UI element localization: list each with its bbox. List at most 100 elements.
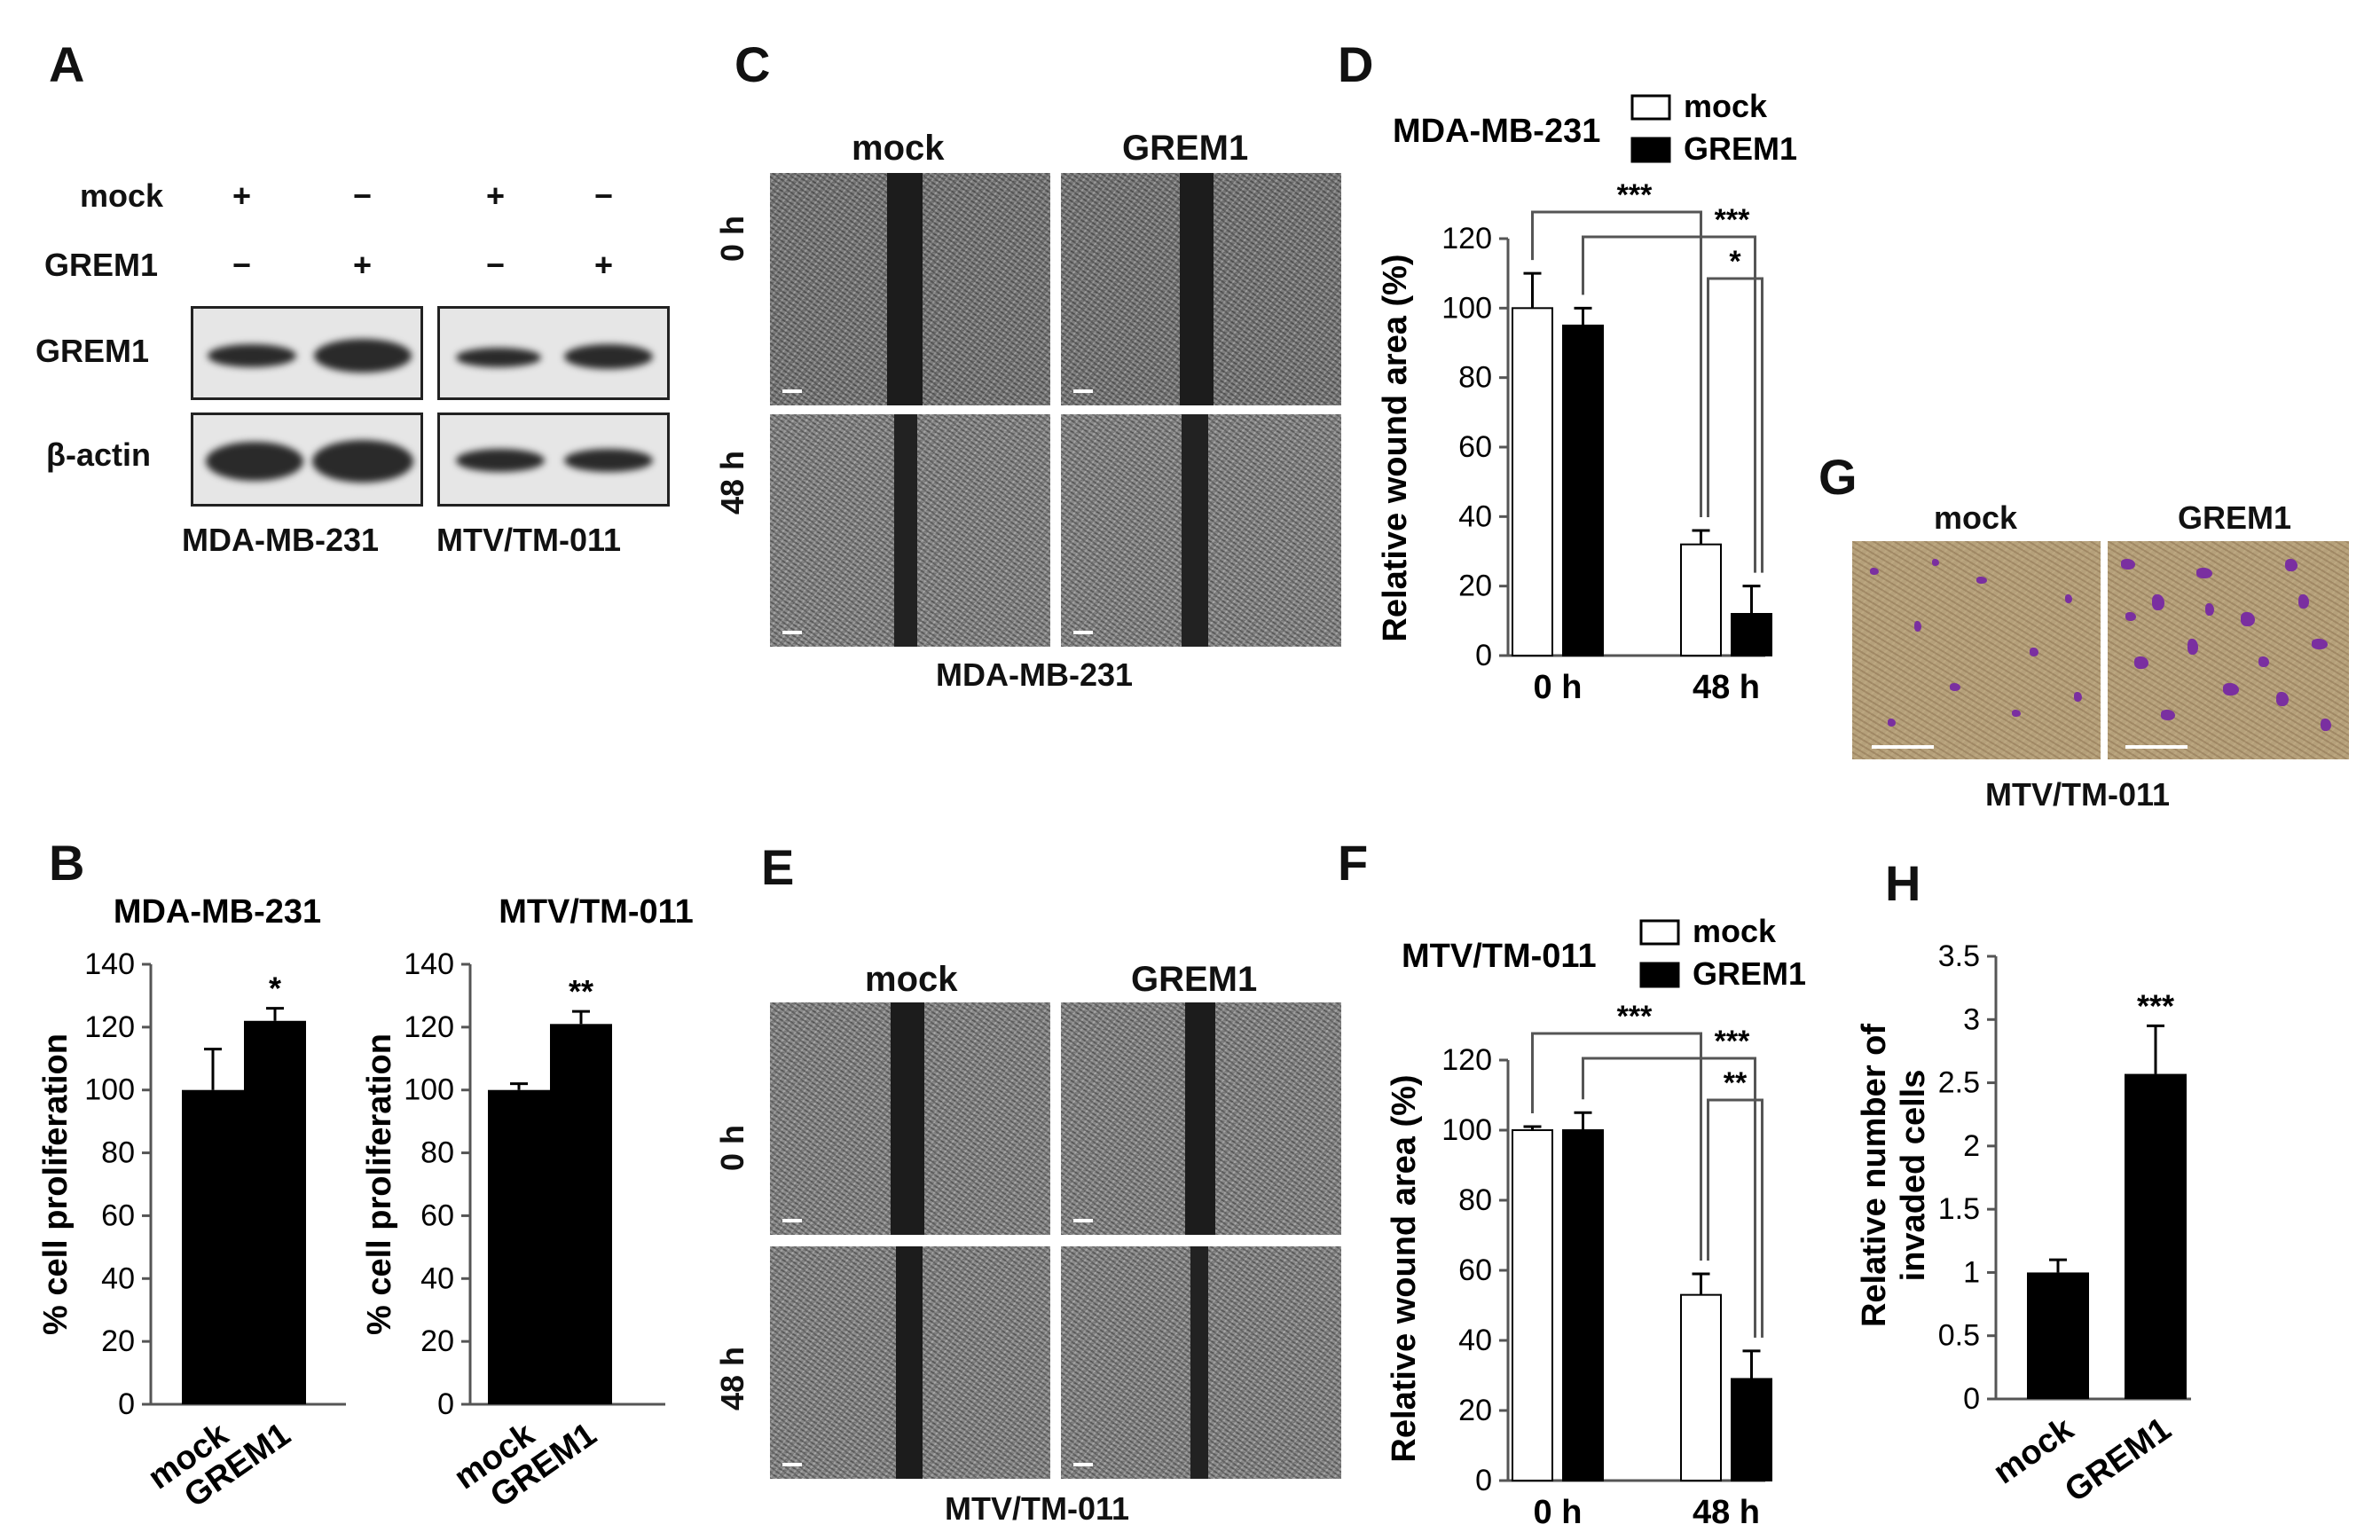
cell-line-label-mtv: MTV/TM-011	[436, 522, 622, 558]
scratch-image-grem1-48h	[1061, 414, 1341, 647]
sign-grem1-2: +	[353, 247, 373, 283]
y-tick-label: 3	[1963, 1002, 1980, 1036]
y-axis-label: Relative wound area (%)	[1377, 254, 1414, 641]
legend-label-mock: mock	[1693, 913, 1777, 949]
y-tick-label: 80	[101, 1136, 135, 1170]
row-label-mock: mock	[80, 177, 164, 214]
y-tick-label: 120	[84, 1010, 135, 1044]
significance-bracket	[1707, 277, 1763, 573]
y-tick-label: 120	[1441, 222, 1492, 255]
y-tick-label: 120	[1441, 1043, 1492, 1077]
bar-mock-1	[1680, 1293, 1722, 1482]
invasion-image-grem1	[2108, 541, 2349, 759]
legend-label-mock: mock	[1684, 88, 1768, 124]
western-blot-grem1-mtv	[437, 306, 670, 400]
y-tick-label: 1.5	[1938, 1192, 1980, 1226]
y-tick-label: 80	[1458, 1183, 1492, 1217]
y-tick-label: 60	[101, 1198, 135, 1232]
legend-swatch-grem1	[1639, 962, 1680, 988]
panel-label-e: E	[761, 839, 795, 895]
scratch-image-grem1-0h	[1061, 173, 1341, 405]
y-tick-label: 40	[420, 1261, 454, 1295]
y-tick-label: 0	[1963, 1382, 1980, 1416]
sign-grem1-1: −	[232, 247, 252, 283]
chart-title: MTV/TM-011	[499, 893, 694, 931]
chart-title: MTV/TM-011	[1402, 938, 1597, 975]
legend-swatch-mock	[1639, 919, 1680, 946]
invasion-image-mock	[1852, 541, 2101, 759]
sign-mock-3: +	[486, 177, 506, 214]
legend-label-grem1: GREM1	[1684, 130, 1797, 167]
caption-mtv-e: MTV/TM-011	[945, 1490, 1130, 1527]
bar-grem1-0	[1562, 324, 1604, 656]
y-tick-label: 100	[404, 1073, 454, 1107]
significance-bracket	[1582, 235, 1756, 573]
x-tick-label: 0 h	[1534, 669, 1583, 706]
blot-label-actin: β-actin	[46, 436, 151, 473]
legend-label-grem1: GREM1	[1693, 955, 1806, 992]
chart-title: MDA-MB-231	[1393, 113, 1600, 150]
sign-grem1-4: +	[594, 247, 614, 283]
col-label-grem1-e: GREM1	[1131, 960, 1258, 999]
legend-swatch-mock	[1630, 94, 1671, 121]
scratch-image-mock-0h-e	[770, 1002, 1050, 1235]
y-tick-label: 100	[1441, 1113, 1492, 1147]
y-tick-label: 100	[1441, 291, 1492, 325]
x-tick-label: 48 h	[1693, 1494, 1760, 1531]
significance-marker: ***	[1715, 203, 1750, 237]
bar-mock-0	[1512, 1129, 1553, 1481]
y-tick-label: 20	[1458, 1394, 1492, 1427]
bar-grem1	[550, 1024, 612, 1404]
y-tick-label: 60	[1458, 430, 1492, 464]
panel-label-f: F	[1338, 835, 1369, 891]
col-label-grem1: GREM1	[1122, 129, 1249, 168]
y-axis-label: Relative number of	[1856, 1024, 1893, 1327]
significance-bracket	[1707, 1098, 1763, 1338]
scratch-image-mock-0h	[770, 173, 1050, 405]
caption-mtv-g: MTV/TM-011	[1985, 776, 2171, 813]
significance-marker: ***	[1617, 178, 1653, 212]
y-tick-label: 140	[84, 947, 135, 981]
bar-mock-1	[1680, 543, 1722, 657]
panel-label-h: H	[1885, 855, 1921, 911]
y-axis-label: % cell proliferation	[361, 1033, 398, 1335]
y-axis-label: % cell proliferation	[37, 1033, 75, 1335]
x-tick-label: GREM1	[2058, 1410, 2178, 1510]
y-tick-label: 20	[1458, 570, 1492, 603]
significance-bracket	[1582, 1057, 1756, 1338]
panel-label-a: A	[49, 36, 85, 92]
scratch-image-mock-48h-e	[770, 1246, 1050, 1479]
bar-grem1	[244, 1020, 306, 1404]
scratch-image-grem1-0h-e	[1061, 1002, 1341, 1235]
panel-label-g: G	[1818, 449, 1858, 505]
y-tick-label: 20	[101, 1324, 135, 1358]
bar-grem1	[2125, 1073, 2187, 1399]
panel-label-c: C	[734, 36, 771, 92]
y-tick-label: 140	[404, 947, 454, 981]
y-tick-label: 0	[1475, 639, 1492, 672]
y-tick-label: 2.5	[1938, 1066, 1980, 1100]
chart-proliferation-mda: 020406080100120140mock*GREM1MDA-MB-231% …	[37, 893, 346, 1515]
western-blot-actin-mda	[191, 412, 423, 507]
col-label-mock-e: mock	[865, 960, 958, 999]
bar-grem1-1	[1731, 613, 1772, 656]
scratch-image-grem1-48h-e	[1061, 1246, 1341, 1479]
y-tick-label: 0	[118, 1387, 135, 1421]
y-tick-label: 20	[420, 1324, 454, 1358]
cell-line-label-mda: MDA-MB-231	[182, 522, 380, 558]
caption-mda: MDA-MB-231	[936, 656, 1134, 693]
bar-mock	[488, 1089, 550, 1404]
y-tick-label: 40	[1458, 1324, 1492, 1357]
panel-label-d: D	[1338, 36, 1374, 92]
legend-swatch-grem1	[1630, 137, 1671, 163]
bar-mock	[182, 1089, 244, 1404]
row-label-grem1: GREM1	[44, 247, 159, 283]
chart-title: MDA-MB-231	[114, 893, 321, 931]
sign-mock-2: −	[353, 177, 373, 214]
y-tick-label: 2	[1963, 1129, 1980, 1163]
y-tick-label: 80	[1458, 361, 1492, 395]
bar-mock-0	[1512, 307, 1553, 656]
bar-mock	[2027, 1272, 2089, 1399]
